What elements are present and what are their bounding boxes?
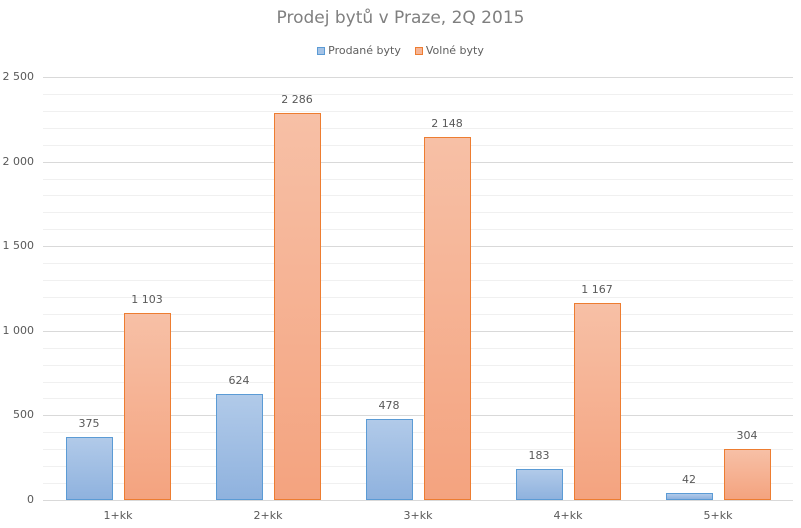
major-gridline [43, 246, 793, 248]
y-axis-tick: 1 500 [2, 239, 35, 253]
x-axis-tick: 2+kk [253, 509, 283, 522]
bar-prodane [365, 419, 413, 500]
bar-volne [573, 302, 621, 500]
data-label: 183 [528, 449, 550, 463]
y-axis-tick: 2 500 [2, 70, 35, 83]
minor-gridline [43, 483, 793, 485]
minor-gridline [43, 296, 793, 298]
x-axis-tick: 3+kk [403, 509, 433, 522]
data-label: 375 [78, 416, 100, 430]
minor-gridline [43, 398, 793, 400]
minor-gridline [43, 381, 793, 383]
minor-gridline [43, 144, 793, 146]
bar-prodane [215, 394, 263, 500]
y-axis-tick: 0 [27, 493, 34, 506]
legend-label: Volné byty [425, 44, 484, 57]
minor-gridline [43, 110, 793, 112]
minor-gridline [43, 195, 793, 197]
major-gridline [43, 77, 793, 78]
minor-gridline [43, 212, 793, 214]
bar-prodane [65, 436, 113, 500]
data-label: 2 286 [281, 93, 313, 107]
major-gridline [43, 500, 793, 501]
minor-gridline [43, 449, 793, 451]
data-label: 1 167 [581, 282, 613, 296]
minor-gridline [43, 178, 793, 180]
legend-swatch-orange-icon [414, 46, 423, 55]
x-axis-tick: 5+kk [703, 509, 733, 522]
bar-prodane [665, 492, 713, 500]
minor-gridline [43, 263, 793, 265]
chart-title: Prodej bytů v Praze, 2Q 2015 [276, 8, 525, 28]
x-axis-tick: 4+kk [553, 509, 583, 522]
y-axis-tick: 500 [13, 408, 34, 422]
minor-gridline [43, 466, 793, 468]
data-label: 2 148 [431, 116, 463, 130]
major-gridline [43, 330, 793, 332]
minor-gridline [43, 93, 793, 95]
minor-gridline [43, 127, 793, 129]
bar-prodane [515, 469, 563, 500]
major-gridline [43, 415, 793, 417]
bar-volne [723, 448, 771, 500]
data-label: 42 [682, 472, 696, 486]
minor-gridline [43, 347, 793, 349]
chart-legend: Prodané byty Volné byty [0, 44, 801, 57]
data-label: 478 [378, 399, 400, 413]
minor-gridline [43, 313, 793, 315]
legend-label: Prodané byty [328, 44, 401, 57]
legend-item-prodane: Prodané byty [317, 44, 401, 57]
x-axis-tick: 1+kk [103, 509, 133, 522]
bar-volne [123, 313, 171, 500]
minor-gridline [43, 280, 793, 282]
data-label: 304 [736, 428, 758, 442]
data-label: 1 103 [131, 293, 163, 307]
legend-swatch-blue-icon [317, 46, 326, 55]
minor-gridline [43, 364, 793, 366]
y-axis-tick: 1 000 [2, 323, 35, 337]
y-axis-tick: 2 000 [2, 154, 35, 168]
legend-item-volne: Volné byty [414, 44, 484, 57]
bar-volne [273, 113, 321, 500]
minor-gridline [43, 432, 793, 434]
data-label: 624 [228, 374, 250, 388]
major-gridline [43, 161, 793, 163]
bar-volne [423, 136, 471, 500]
minor-gridline [43, 229, 793, 231]
